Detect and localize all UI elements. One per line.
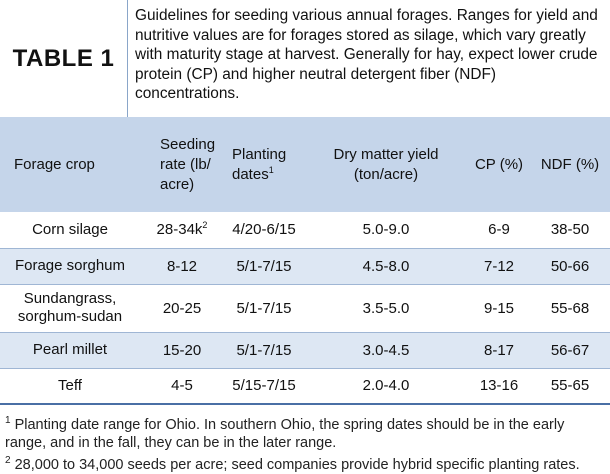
cell-dry-matter-yield: 2.0-4.0 [362, 377, 410, 395]
forage-table: Forage crop Seeding rate (lb/ acre) Plan… [0, 117, 610, 405]
column-header-cp: CP (%) [474, 155, 524, 173]
table-label-box: TABLE 1 [0, 0, 128, 117]
cell-planting-dates: 5/15-7/15 [232, 377, 296, 395]
footnotes: 1 Planting date range for Ohio. In south… [0, 405, 610, 474]
table-row: Teff 4-5 5/15-7/15 2.0-4.0 13-16 55-65 [0, 368, 610, 404]
cell-dry-matter-yield: 3.5-5.0 [362, 299, 410, 317]
table-body: Corn silage 28-34k2 4/20-6/15 5.0-9.0 6-9 38-… [0, 212, 610, 404]
cell-ndf: 50-66 [550, 257, 590, 275]
column-header-crop: Forage crop [14, 155, 95, 173]
table-row: Pearl millet 15-20 5/1-7/15 3.0-4.5 8-17 56-6… [0, 332, 610, 368]
cell-crop: Forage sorghum [14, 257, 126, 274]
cell-ndf: 38-50 [550, 221, 590, 239]
cell-planting-dates: 5/1-7/15 [236, 257, 292, 275]
cell-ndf: 56-67 [550, 341, 590, 359]
cell-seeding-rate: 15-20 [162, 341, 202, 359]
cell-cp: 9-15 [483, 299, 515, 317]
column-header-ndf: NDF (%) [540, 155, 600, 173]
cell-dry-matter-yield: 5.0-9.0 [362, 221, 410, 239]
cell-planting-dates: 5/1-7/15 [236, 341, 292, 359]
column-header-dry-matter-yield: Dry matter yield (ton/acre) [333, 145, 439, 183]
cell-cp: 7-12 [483, 257, 515, 275]
footnote-marker: 2 [202, 220, 208, 231]
cell-planting-dates: 4/20-6/15 [232, 221, 296, 239]
cell-dry-matter-yield: 4.5-8.0 [362, 257, 410, 275]
table-row: Forage sorghum 8-12 5/1-7/15 4.5-8.0 7-12 50-… [0, 248, 610, 284]
footnote-2: 2 28,000 to 34,000 seeds per acre; seed … [5, 455, 580, 473]
column-header-planting-dates: Planting dates1 [232, 145, 287, 183]
table-label: TABLE 1 [12, 44, 115, 72]
column-header-seeding-rate: Seeding rate (lb/ acre) [160, 135, 216, 193]
footnote-marker: 1 [268, 164, 274, 175]
cell-ndf: 55-65 [550, 377, 590, 395]
cell-crop: Sundangrass, sorghum-sudan [17, 290, 123, 325]
footnote-1: 1 Planting date range for Ohio. In south… [5, 415, 565, 451]
cell-cp: 6-9 [488, 221, 510, 239]
table-header-row: Forage crop Seeding rate (lb/ acre) Plan… [0, 117, 610, 212]
table-row: Sundangrass, sorghum-sudan 20-25 5/1-7/15 3… [0, 284, 610, 332]
cell-cp: 8-17 [483, 341, 515, 359]
cell-seeding-rate: 4-5 [171, 377, 193, 395]
cell-cp: 13-16 [479, 377, 519, 395]
cell-crop: Corn silage [32, 220, 108, 238]
cell-ndf: 55-68 [550, 299, 590, 317]
cell-dry-matter-yield: 3.0-4.5 [362, 341, 410, 359]
cell-seeding-rate: 8-12 [166, 257, 198, 275]
cell-seeding-rate: 28-34k2 [156, 220, 208, 239]
table-row: Corn silage 28-34k2 4/20-6/15 5.0-9.0 6-9 38-… [0, 212, 610, 248]
table-header: TABLE 1 Guidelines for seeding various a… [0, 0, 610, 117]
table-caption: Guidelines for seeding various annual fo… [135, 7, 598, 102]
cell-crop: Pearl millet [32, 341, 108, 358]
cell-seeding-rate: 20-25 [162, 299, 202, 317]
cell-crop: Teff [58, 376, 82, 394]
cell-planting-dates: 5/1-7/15 [236, 299, 292, 317]
